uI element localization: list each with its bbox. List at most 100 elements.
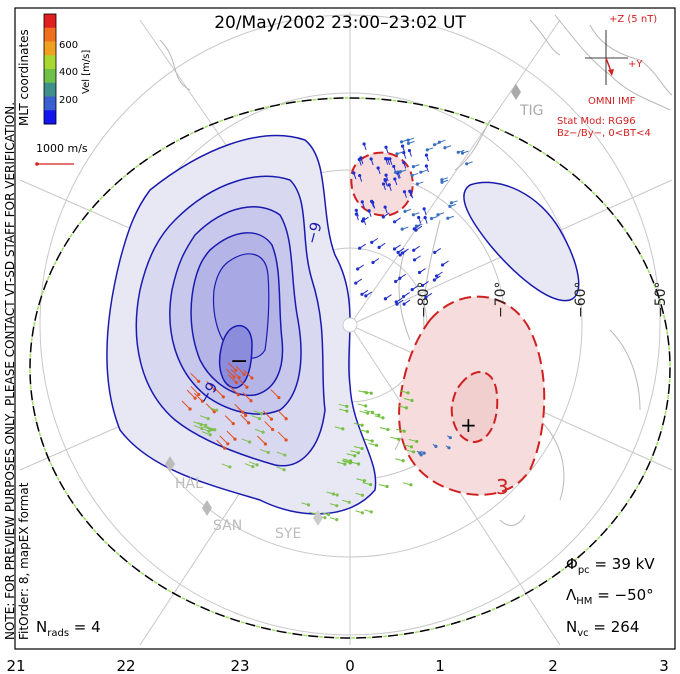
velocity-vector: [270, 389, 280, 398]
velocity-vector-origin: [208, 433, 212, 437]
velocity-vector-origin: [236, 393, 240, 397]
velocity-vector-origin: [424, 295, 428, 299]
velocity-vector-origin: [335, 518, 339, 522]
velocity-vector-origin: [419, 170, 423, 174]
velocity-vector-origin: [215, 408, 219, 412]
velocity-vector-origin: [402, 151, 406, 155]
velocity-vector-origin: [408, 189, 412, 193]
vector-count: Nvc = 264: [566, 618, 639, 639]
velocity-vector-origin: [306, 503, 311, 507]
velocity-vector: [243, 369, 253, 379]
velocity-vector-origin: [266, 450, 270, 455]
velocity-vector-origin: [440, 178, 444, 182]
velocity-vector-origin: [206, 417, 210, 421]
velocity-vector-origin: [440, 263, 445, 267]
mlt-axis: 21 22 23 0 1 2 3: [6, 657, 668, 674]
velocity-vector-origin: [207, 429, 211, 433]
hm-boundary: [29, 97, 671, 639]
velocity-vector-origin: [261, 430, 265, 434]
velocity-vector-origin: [406, 138, 410, 142]
velocity-vector-origin: [360, 493, 365, 497]
velocity-vector: [229, 386, 239, 396]
velocity-vector-origin: [234, 380, 238, 385]
mlt-tick: 1: [435, 657, 445, 674]
velocity-vector: [225, 368, 235, 378]
preview-note: NOTE: FOR PREVIEW PURPOSES ONLY, PLEASE …: [3, 102, 17, 640]
velocity-vector-origin: [234, 368, 238, 372]
station-san: SAN: [202, 500, 242, 534]
contour-label: −9: [302, 220, 325, 246]
velocity-vector-origin: [197, 392, 201, 397]
velocity-vector-origin: [440, 180, 444, 184]
imf-clock: +Z (5 nT) +Y OMNI IMF Stat Mod: RG96 Bz−…: [557, 14, 657, 139]
colorbar-swatch: [44, 110, 56, 125]
velocity-vector: [181, 400, 191, 410]
imf-source: OMNI IMF: [588, 96, 636, 107]
velocity-vector: [215, 388, 224, 398]
velocity-vector-origin: [465, 162, 469, 166]
velocity-vector: [206, 381, 216, 390]
lat-label: −70°: [493, 281, 509, 318]
velocity-vector: [227, 374, 237, 383]
velocity-vector-origin: [360, 200, 364, 204]
velocity-vector-origin: [368, 482, 373, 487]
velocity-vector-origin: [369, 391, 373, 395]
velocity-vector-origin: [395, 152, 399, 156]
station-label: SYE: [275, 526, 301, 542]
velocity-vector-origin: [412, 450, 416, 454]
velocity-vector-origin: [362, 479, 367, 483]
scale-vector: 1000 m/s: [35, 142, 88, 166]
velocity-vector: [234, 403, 244, 413]
velocity-vector-origin: [381, 215, 385, 219]
velocity-vector-origin: [387, 183, 391, 187]
velocity-vector: [277, 410, 287, 420]
velocity-vector-origin: [347, 500, 351, 504]
velocity-vector-origin: [393, 170, 398, 174]
velocity-vector-origin: [406, 141, 411, 145]
velocity-vector-origin: [369, 510, 373, 514]
negative-potential-cell: [106, 134, 377, 515]
velocity-vector-origin: [228, 465, 232, 469]
velocity-vector-origin: [429, 216, 434, 221]
colorbar-swatch: [44, 82, 56, 97]
velocity-vector: [264, 421, 273, 430]
velocity-vector-origin: [371, 260, 375, 265]
velocity-vector-origin: [402, 190, 407, 194]
mlt-tick: 23: [230, 657, 249, 674]
velocity-vector-origin: [384, 173, 388, 177]
velocity-vector-origin: [422, 207, 426, 211]
velocity-vector-origin: [360, 423, 364, 427]
velocity-vector-origin: [398, 276, 402, 280]
velocity-vector-origin: [411, 213, 415, 217]
velocity-vector: [186, 389, 196, 399]
mlt-tick: 22: [116, 657, 135, 674]
velocity-vector: [242, 392, 252, 402]
velocity-vector-origin: [392, 247, 397, 251]
velocity-vector-origin: [448, 204, 452, 208]
velocity-vector: [238, 378, 248, 388]
velocity-vector-origin: [423, 215, 427, 220]
velocity-vector-origin: [395, 302, 399, 306]
velocity-vector-origin: [417, 215, 421, 220]
velocity-vector-origin: [357, 462, 361, 466]
velocity-vector-origin: [388, 157, 392, 161]
colorbar-tick: 200: [59, 95, 78, 106]
velocity-vector-origin: [233, 437, 237, 441]
velocity-vector-origin: [257, 417, 262, 421]
mlt-tick: 3: [659, 657, 669, 674]
velocity-vector: [224, 415, 234, 424]
velocity-vector-origin: [364, 294, 368, 298]
velocity-vector-origin: [377, 245, 381, 249]
mlt-tick: 21: [6, 657, 25, 674]
velocity-vector: [219, 435, 229, 445]
velocity-vector-origin: [410, 288, 414, 292]
velocity-vectors: [181, 137, 473, 522]
velocity-vector-origin: [370, 439, 374, 443]
velocity-vector-origin: [269, 417, 274, 421]
mlt-tick: 2: [548, 657, 558, 674]
velocity-vector-origin: [249, 399, 253, 403]
magnetic-pole-marker: [342, 317, 358, 333]
velocity-vector-origin: [412, 248, 416, 252]
colorbar-swatches: [44, 14, 56, 125]
